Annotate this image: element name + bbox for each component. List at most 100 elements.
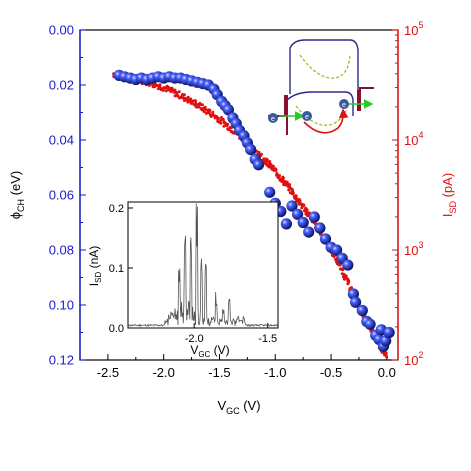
current-point xyxy=(294,194,298,198)
phi-point xyxy=(342,259,354,271)
phi-point xyxy=(319,233,332,245)
y-left-tick-label: 0.10 xyxy=(49,298,74,313)
current-point xyxy=(161,88,165,92)
inset-x-tick-label: -2.0 xyxy=(185,333,204,345)
current-point xyxy=(338,263,342,267)
current-point xyxy=(187,99,191,103)
electron-1 xyxy=(268,113,278,123)
inset-ticks: -2.0 -1.5 0.0 0.1 0.2 xyxy=(109,203,277,345)
current-point xyxy=(344,274,348,278)
current-point xyxy=(305,208,309,212)
y-left-tick-label: 0.00 xyxy=(49,23,74,38)
y-left-tick-label: 0.08 xyxy=(49,243,74,258)
current-point xyxy=(384,351,388,355)
y-left-tick-label: 0.12 xyxy=(49,353,74,368)
x-tick-label: -1.5 xyxy=(208,365,230,380)
inset-y-tick-label: 0.0 xyxy=(109,323,124,335)
upper-dashed-curve xyxy=(299,54,351,79)
phi-point xyxy=(350,296,362,308)
x-tick-label: -1.0 xyxy=(264,365,286,380)
main-ticks: -2.5 -2.0 -1.5 -1.0 -0.5 0.0 0.00 0.02 0.04 0.06 0… xyxy=(49,20,424,380)
current-point xyxy=(226,122,230,126)
inset-chart: -2.0 -1.5 0.0 0.1 0.2 VGC (V) ISD (nA) xyxy=(87,201,279,359)
phi-point xyxy=(314,222,326,234)
current-point xyxy=(269,163,273,166)
current-point xyxy=(219,119,223,122)
phi-point xyxy=(297,216,309,229)
current-point xyxy=(211,110,215,114)
current-point xyxy=(341,268,345,272)
current-point xyxy=(222,124,226,128)
current-point xyxy=(194,100,198,104)
current-point xyxy=(197,105,201,109)
inset-trace xyxy=(127,203,278,328)
current-point xyxy=(298,199,302,203)
x-axis-label: VGC (V) xyxy=(217,398,260,416)
current-point xyxy=(173,88,177,92)
series-phi xyxy=(113,69,395,352)
current-point xyxy=(262,157,266,161)
y-right-tick-label: 103 xyxy=(404,240,423,258)
x-tick-label: -2.5 xyxy=(97,365,119,380)
current-point xyxy=(268,160,272,164)
current-point xyxy=(207,111,211,115)
inset-x-label: VGC (V) xyxy=(190,343,229,359)
current-point xyxy=(285,182,289,185)
phi-point xyxy=(286,200,298,212)
x-tick-label: 0.0 xyxy=(378,365,396,380)
current-point xyxy=(257,150,261,154)
phi-point xyxy=(331,244,343,256)
red-arrow xyxy=(303,108,349,134)
band-diagram: e e e xyxy=(268,39,374,135)
current-point xyxy=(173,94,177,98)
y-right-tick-label: 102 xyxy=(404,350,423,368)
y-left-tick-label: 0.04 xyxy=(49,133,74,148)
x-tick-label: -0.5 xyxy=(320,365,342,380)
current-point xyxy=(175,91,179,95)
inset-frame xyxy=(127,201,279,329)
current-point xyxy=(302,204,306,207)
current-point xyxy=(216,116,220,120)
current-point xyxy=(186,95,190,99)
phi-point xyxy=(383,326,395,339)
phi-point xyxy=(308,211,320,223)
phi-point xyxy=(364,318,376,330)
current-point xyxy=(278,174,281,178)
phi-point xyxy=(264,186,276,198)
electron-1-label: e xyxy=(271,116,275,123)
right-barrier xyxy=(357,87,374,111)
electron-3-label: e xyxy=(342,102,346,109)
y-right-tick-label: 104 xyxy=(404,130,423,148)
left-axis-label: ϕCH (eV) xyxy=(8,171,26,219)
current-point xyxy=(271,165,275,169)
current-point xyxy=(221,118,225,122)
current-point xyxy=(176,94,180,98)
electron-2-label: e xyxy=(305,114,309,121)
current-point xyxy=(346,281,350,284)
current-point xyxy=(385,355,389,359)
current-point xyxy=(288,183,292,187)
electron-2 xyxy=(302,111,312,121)
current-point xyxy=(177,90,181,94)
current-point xyxy=(189,97,193,101)
current-point xyxy=(158,83,162,87)
right-axis-label: ISD (pA) xyxy=(440,173,458,217)
phi-point xyxy=(303,226,315,238)
current-point xyxy=(170,86,174,90)
inset-y-tick-label: 0.2 xyxy=(109,203,124,215)
current-point xyxy=(204,108,208,112)
inset-y-label: ISD (nA) xyxy=(87,246,103,286)
y-left-tick-label: 0.02 xyxy=(49,78,74,93)
y-left-tick-label: 0.06 xyxy=(49,188,74,203)
current-point xyxy=(201,103,204,107)
current-point xyxy=(203,105,207,109)
y-right-tick-label: 105 xyxy=(404,20,423,38)
phi-point xyxy=(356,304,368,317)
current-point xyxy=(265,160,269,163)
current-point xyxy=(282,176,285,180)
inset-y-tick-label: 0.1 xyxy=(109,263,124,275)
phi-point xyxy=(245,144,257,156)
phi-point xyxy=(252,159,265,171)
phi-point xyxy=(222,104,234,116)
